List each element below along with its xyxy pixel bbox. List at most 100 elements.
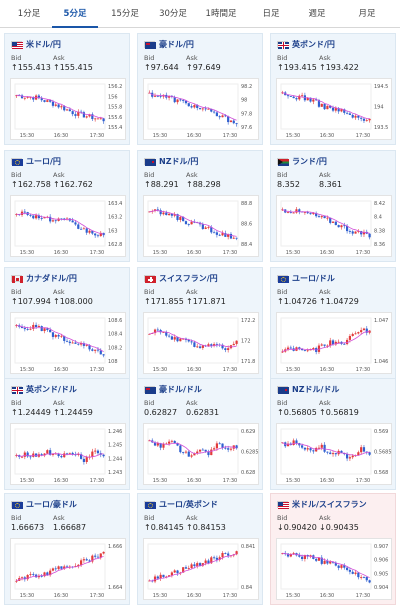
candle-body xyxy=(229,448,233,450)
tab-3[interactable]: 30分足 xyxy=(159,9,187,19)
candle-body xyxy=(317,557,321,561)
currency-card[interactable]: カナダドル/円 Bid Ask ↑107.994 ↑108.000 108.6 108.4 1… xyxy=(4,267,130,379)
currency-card[interactable]: 豪ドル/ドル Bid Ask 0.62827 0.62831 0.629 0.6285 0.6… xyxy=(137,378,263,490)
bid-label: Bid xyxy=(144,288,155,296)
candle-body xyxy=(43,100,46,102)
candle-body xyxy=(227,348,230,351)
candle-body xyxy=(334,108,337,111)
chart-container[interactable]: 0.841 0.84 15:30 16:30 17:30 xyxy=(143,538,259,600)
pair-title[interactable]: カナダドル/円 xyxy=(11,273,127,285)
chart-container[interactable]: 163.4 163.2 163 162.8 15:30 16:30 17:30 xyxy=(10,195,126,257)
pair-title[interactable]: ユーロ/円 xyxy=(11,156,127,168)
pair-name: 米ドル/円 xyxy=(26,40,61,49)
candle-body xyxy=(207,451,210,456)
currency-card[interactable]: ユーロ/ドル Bid Ask ↑1.04726 ↑1.04729 1.047 1.046 15… xyxy=(270,267,396,379)
candle-body xyxy=(212,111,216,113)
chart-container[interactable]: 108.6 108.4 108.2 108 15:30 16:30 17:30 xyxy=(10,312,126,374)
tab-0[interactable]: 1分足 xyxy=(17,9,41,19)
currency-card[interactable]: 米ドル/円 Bid Ask ↑155.413 ↑155.415 156.2 156 155.8… xyxy=(4,33,130,145)
bid-value: ↑155.413 xyxy=(11,63,51,72)
tab-2[interactable]: 15分足 xyxy=(111,9,139,19)
candle-body xyxy=(65,340,69,342)
currency-card[interactable]: 米ドル/スイスフラン Bid Ask ↓0.90420 ↓0.90435 0.907 0.9… xyxy=(270,493,396,605)
moving-average-line xyxy=(16,555,104,582)
pair-title[interactable]: ランド/円 xyxy=(277,156,393,168)
currency-card[interactable]: ユーロ/英ポンド Bid Ask ↑0.84145 ↑0.84153 0.841 0.84 1… xyxy=(137,493,263,605)
x-tick-label: 15:30 xyxy=(153,593,167,599)
x-tick-label: 17:30 xyxy=(356,367,370,373)
ask-value: ↓0.90435 xyxy=(319,523,359,532)
pair-title[interactable]: 英ポンド/ドル xyxy=(11,384,127,396)
candle-body xyxy=(289,212,292,214)
currency-card[interactable]: ユーロ/豪ドル Bid Ask 1.66673 1.66687 1.666 1.664 15:… xyxy=(4,493,130,605)
currency-card[interactable]: スイスフラン/円 Bid Ask ↑171.855 ↑171.871 172.2 172 17… xyxy=(137,267,263,379)
moving-average-line xyxy=(282,442,370,457)
candle-body xyxy=(348,335,352,340)
chart-container[interactable]: 98.2 98 97.8 97.6 15:30 16:30 17:30 xyxy=(143,78,259,140)
pair-title[interactable]: ユーロ/ドル xyxy=(277,273,393,285)
chart-container[interactable]: 88.8 88.6 88.4 15:30 16:30 17:30 xyxy=(143,195,259,257)
x-tick-label: 16:30 xyxy=(54,367,68,373)
candle-body xyxy=(153,329,157,334)
candle-body xyxy=(196,563,199,567)
candle-body xyxy=(85,228,88,233)
candle-body xyxy=(315,213,318,217)
currency-card[interactable]: NZドル/ドル Bid Ask ↑0.56805 ↑0.56819 0.569 0.5685… xyxy=(270,378,396,490)
candle-body xyxy=(298,555,301,557)
candle-body xyxy=(218,116,221,118)
chart-container[interactable]: 8.42 8.4 8.38 8.36 15:30 16:30 17:30 xyxy=(276,195,392,257)
currency-card[interactable]: 英ポンド/円 Bid Ask ↑193.415 ↑193.422 194.5 194 193.… xyxy=(270,33,396,145)
currency-card[interactable]: 豪ドル/円 Bid Ask ↑97.644 ↑97.649 98.2 98 97.8 97.6 1… xyxy=(137,33,263,145)
candle-body xyxy=(162,332,165,333)
pair-title[interactable]: 英ポンド/円 xyxy=(277,39,393,51)
candle-body xyxy=(357,115,360,118)
chart-container[interactable]: 1.246 1.245 1.244 1.243 15:30 16:30 17:30 xyxy=(10,423,126,485)
chart-container[interactable]: 172.2 172 171.8 15:30 16:30 17:30 xyxy=(143,312,259,374)
bid-label: Bid xyxy=(11,54,22,62)
candle-body xyxy=(148,333,151,335)
chart-container[interactable]: 0.569 0.5685 0.568 15:30 16:30 17:30 xyxy=(276,423,392,485)
candle-body xyxy=(68,452,71,454)
candle-body xyxy=(340,450,343,453)
pair-title[interactable]: 豪ドル/ドル xyxy=(144,384,260,396)
candle-body xyxy=(57,566,60,569)
pair-title[interactable]: ユーロ/英ポンド xyxy=(144,499,260,511)
currency-card[interactable]: ランド/円 Bid Ask 8.352 8.361 8.42 8.4 8.38 8.36 15:3… xyxy=(270,150,396,262)
pair-title[interactable]: 米ドル/スイスフラン xyxy=(277,499,393,511)
chart-container[interactable]: 0.629 0.6285 0.628 15:30 16:30 17:30 xyxy=(143,423,259,485)
pair-title[interactable]: 米ドル/円 xyxy=(11,39,127,51)
pair-title[interactable]: ユーロ/豪ドル xyxy=(11,499,127,511)
x-tick-label: 15:30 xyxy=(153,367,167,373)
candle-body xyxy=(162,212,165,215)
ask-value: ↑88.298 xyxy=(186,180,221,189)
chart-container[interactable]: 1.047 1.046 15:30 16:30 17:30 xyxy=(276,312,392,374)
candle-body xyxy=(298,95,301,100)
chart-container[interactable]: 0.907 0.906 0.905 0.904 15:30 16:30 17:30 xyxy=(276,538,392,600)
chart-container[interactable]: 156.2 156 155.8 155.6 155.4 15:30 16:30 17:30 xyxy=(10,78,126,140)
pair-title[interactable]: NZドル/円 xyxy=(144,156,260,168)
pair-title[interactable]: スイスフラン/円 xyxy=(144,273,260,285)
candle-body xyxy=(46,100,49,102)
pair-title[interactable]: 豪ドル/円 xyxy=(144,39,260,51)
candle-body xyxy=(91,451,94,457)
chart-container[interactable]: 194.5 194 193.5 15:30 16:30 17:30 xyxy=(276,78,392,140)
tab-4[interactable]: 1時間足 xyxy=(205,9,237,19)
currency-card[interactable]: ユーロ/円 Bid Ask ↑162.758 ↑162.762 163.4 163.2 163… xyxy=(4,150,130,262)
candle-body xyxy=(198,346,202,348)
pair-title[interactable]: NZドル/ドル xyxy=(277,384,393,396)
tab-5[interactable]: 日足 xyxy=(262,9,280,19)
x-tick-label: 15:30 xyxy=(20,478,34,484)
currency-card[interactable]: NZドル/円 Bid Ask ↑88.291 ↑88.298 88.8 88.6 88.4 15… xyxy=(137,150,263,262)
candle-body xyxy=(229,233,233,239)
currency-card[interactable]: 英ポンド/ドル Bid Ask ↑1.24449 ↑1.24459 1.246 1.245 1… xyxy=(4,378,130,490)
tab-7[interactable]: 月足 xyxy=(358,9,376,19)
candle-body xyxy=(315,447,318,452)
tab-1[interactable]: 5分足 xyxy=(52,0,98,28)
bid-value: ↑193.415 xyxy=(277,63,317,72)
candle-body xyxy=(167,441,171,444)
chart-container[interactable]: 1.666 1.664 15:30 16:30 17:30 xyxy=(10,538,126,600)
candle-body xyxy=(320,444,323,448)
tab-6[interactable]: 週足 xyxy=(308,9,326,19)
candle-body xyxy=(179,99,182,101)
bid-label: Bid xyxy=(144,54,155,62)
